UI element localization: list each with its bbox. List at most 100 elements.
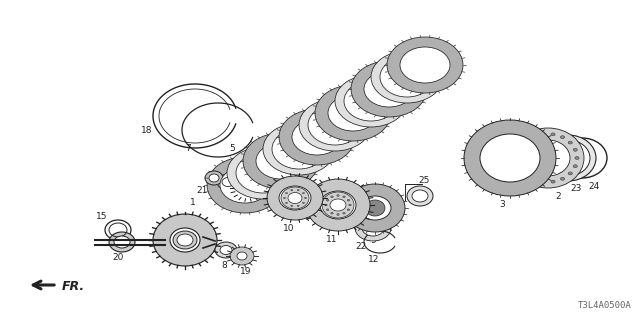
Text: 10: 10 xyxy=(284,223,295,233)
Text: 5: 5 xyxy=(226,195,232,204)
Ellipse shape xyxy=(279,162,281,163)
Ellipse shape xyxy=(114,236,130,248)
Ellipse shape xyxy=(298,205,300,206)
Ellipse shape xyxy=(480,134,540,182)
Ellipse shape xyxy=(464,120,556,196)
Text: 23: 23 xyxy=(570,183,582,193)
Ellipse shape xyxy=(326,199,329,201)
Text: 24: 24 xyxy=(588,181,600,190)
Ellipse shape xyxy=(209,174,219,182)
Text: 9: 9 xyxy=(370,236,376,244)
Ellipse shape xyxy=(351,61,427,117)
Ellipse shape xyxy=(109,232,135,252)
Ellipse shape xyxy=(335,75,407,127)
Ellipse shape xyxy=(272,166,288,178)
Text: 7: 7 xyxy=(185,143,191,153)
Ellipse shape xyxy=(281,187,309,209)
Ellipse shape xyxy=(259,171,277,185)
Ellipse shape xyxy=(568,141,572,144)
Ellipse shape xyxy=(355,215,391,241)
Text: 14: 14 xyxy=(259,149,269,158)
Ellipse shape xyxy=(285,192,287,194)
Ellipse shape xyxy=(222,178,234,187)
Ellipse shape xyxy=(279,181,281,182)
Ellipse shape xyxy=(272,129,326,169)
Ellipse shape xyxy=(285,202,287,204)
Ellipse shape xyxy=(365,200,385,216)
Ellipse shape xyxy=(291,189,292,191)
Ellipse shape xyxy=(387,37,463,93)
Ellipse shape xyxy=(331,212,333,214)
Ellipse shape xyxy=(551,133,555,136)
Ellipse shape xyxy=(268,176,271,178)
Ellipse shape xyxy=(284,197,285,199)
Ellipse shape xyxy=(362,220,384,236)
Ellipse shape xyxy=(173,231,197,249)
Text: 21: 21 xyxy=(196,186,208,195)
Ellipse shape xyxy=(279,186,311,210)
Ellipse shape xyxy=(412,190,428,202)
Ellipse shape xyxy=(573,165,577,168)
Ellipse shape xyxy=(320,191,356,219)
Text: 16: 16 xyxy=(367,115,379,124)
Ellipse shape xyxy=(177,234,193,246)
Ellipse shape xyxy=(347,209,349,211)
Ellipse shape xyxy=(573,148,577,151)
Text: FR.: FR. xyxy=(62,281,85,293)
Ellipse shape xyxy=(215,242,237,258)
Ellipse shape xyxy=(315,85,391,141)
Ellipse shape xyxy=(541,180,545,183)
Ellipse shape xyxy=(267,171,269,173)
Ellipse shape xyxy=(264,159,296,185)
Ellipse shape xyxy=(347,199,349,201)
Ellipse shape xyxy=(267,176,323,220)
Text: 14: 14 xyxy=(280,146,292,155)
Ellipse shape xyxy=(205,171,223,185)
Ellipse shape xyxy=(256,143,306,179)
Ellipse shape xyxy=(234,177,262,199)
Ellipse shape xyxy=(279,109,355,165)
Ellipse shape xyxy=(540,135,596,181)
Text: 20: 20 xyxy=(112,253,124,262)
Ellipse shape xyxy=(153,214,217,266)
Ellipse shape xyxy=(217,174,239,190)
Text: 4: 4 xyxy=(320,133,326,142)
Text: 17: 17 xyxy=(218,191,230,201)
Ellipse shape xyxy=(273,180,275,181)
Text: 5: 5 xyxy=(229,143,235,153)
Ellipse shape xyxy=(263,123,335,175)
Ellipse shape xyxy=(243,133,319,189)
Ellipse shape xyxy=(518,148,523,151)
Ellipse shape xyxy=(407,186,433,206)
Ellipse shape xyxy=(349,204,351,206)
Ellipse shape xyxy=(170,228,200,252)
Ellipse shape xyxy=(308,105,362,145)
Ellipse shape xyxy=(241,182,255,194)
Ellipse shape xyxy=(322,192,354,218)
Ellipse shape xyxy=(273,163,275,164)
Text: 19: 19 xyxy=(240,268,252,276)
Text: 5: 5 xyxy=(264,171,270,180)
Ellipse shape xyxy=(561,136,564,139)
Ellipse shape xyxy=(531,136,536,139)
Text: 22: 22 xyxy=(355,242,367,251)
Ellipse shape xyxy=(207,157,283,213)
Ellipse shape xyxy=(364,71,414,107)
Ellipse shape xyxy=(551,180,555,183)
Ellipse shape xyxy=(517,156,521,159)
Ellipse shape xyxy=(345,184,405,232)
Ellipse shape xyxy=(331,196,333,198)
Ellipse shape xyxy=(230,247,254,265)
Ellipse shape xyxy=(512,128,584,188)
Ellipse shape xyxy=(220,245,232,254)
Ellipse shape xyxy=(343,196,345,198)
Ellipse shape xyxy=(575,156,579,159)
Text: 8: 8 xyxy=(221,261,227,270)
Ellipse shape xyxy=(344,81,398,121)
Ellipse shape xyxy=(291,205,292,206)
Ellipse shape xyxy=(380,57,434,97)
Text: 18: 18 xyxy=(141,125,153,134)
Ellipse shape xyxy=(326,209,329,211)
Ellipse shape xyxy=(305,197,307,199)
Ellipse shape xyxy=(328,95,378,131)
